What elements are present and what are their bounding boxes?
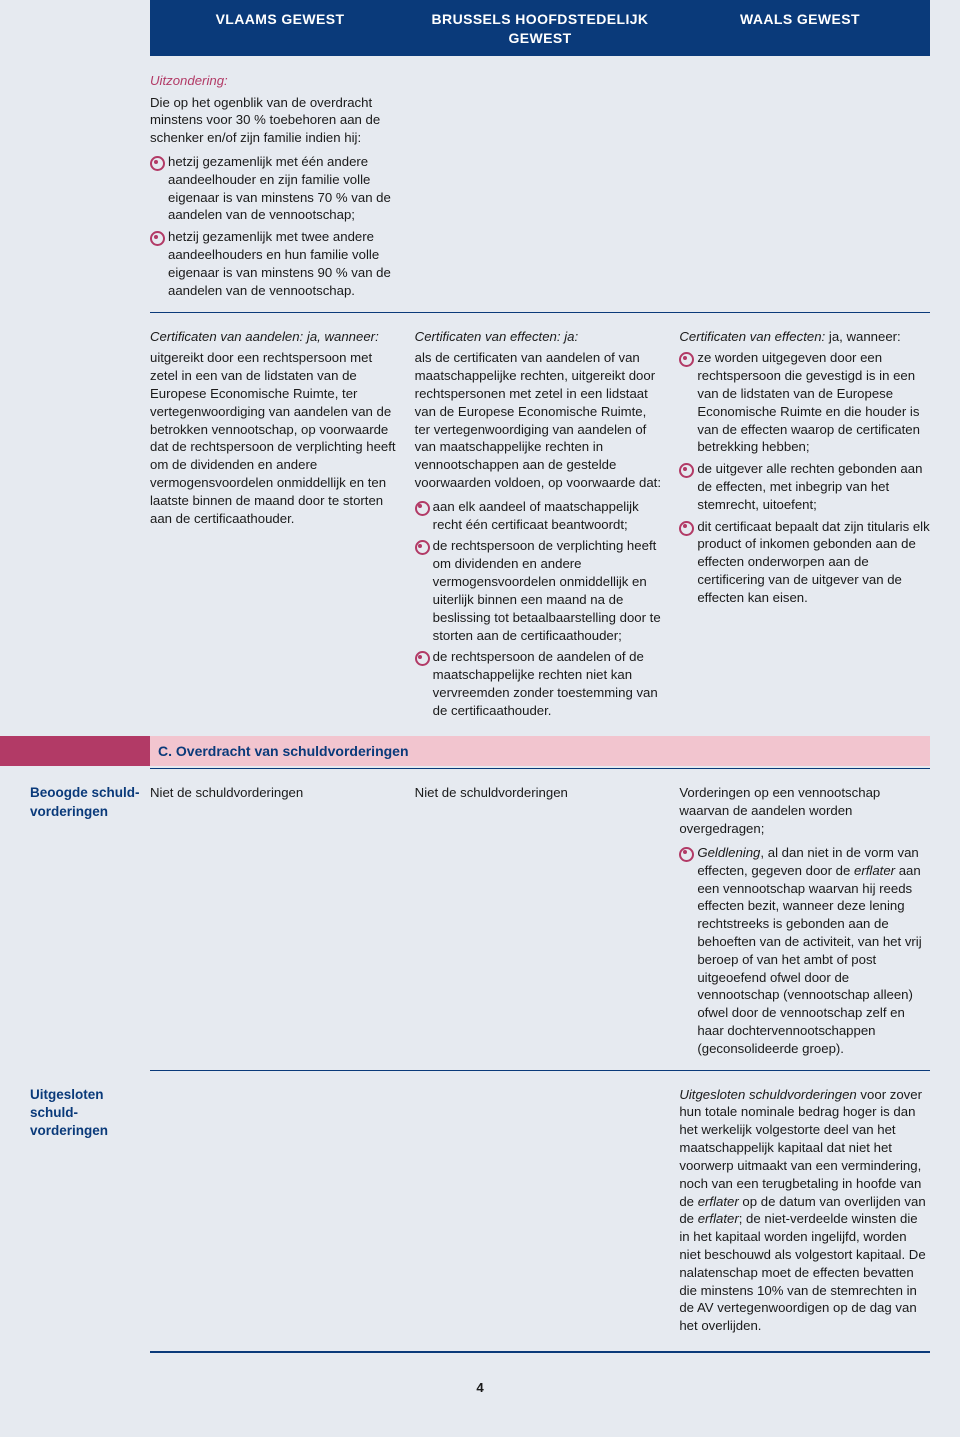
lead-empty-2 (30, 322, 150, 730)
lead-uitgesloten: Uitgesloten schuld­vorderingen (30, 1080, 150, 1347)
section-c-stub (30, 736, 150, 767)
sep-row-3 (30, 1068, 930, 1080)
lead-beoogde: Beoogde schuld­vorderingen (30, 778, 150, 1067)
uitg-em1: Uitgesloten schuldvorderingen (679, 1087, 856, 1102)
page: VLAAMS GEWEST BRUSSELS HOOFDSTEDELIJK GE… (0, 0, 960, 1397)
uitg-em2: erflater (698, 1194, 739, 1209)
section-c-band: C. Overdracht van schuldvorderingen (30, 736, 930, 767)
header-brussel: BRUSSELS HOOFDSTEDELIJK GEWEST (410, 0, 670, 56)
uitg-c2 (415, 1080, 680, 1347)
lead-empty-1 (30, 66, 150, 310)
cert-title-c3-suffix: ja, wanneer: (825, 329, 901, 344)
row-uitzondering: Uitzondering: Die op het ogenblik van de… (30, 66, 930, 310)
exception-bullets: hetzij gezamenlijk met één andere aandee… (150, 153, 401, 300)
cert-bullets-c3: ze worden uitgegeven door een rechtspers… (679, 349, 930, 606)
list-item: ze worden uitgegeven door een rechtspers… (679, 349, 930, 456)
header-waals: WAALS GEWEST (670, 0, 930, 56)
list-item: hetzij gezamenlijk met één andere aandee… (150, 153, 401, 224)
header-lead-spacer (30, 0, 150, 56)
beoogde-c2: Niet de schuldvorderingen (415, 778, 680, 1067)
exception-intro: Die op het ogenblik van de overdracht mi… (150, 94, 401, 147)
uitg-p1: voor zover hun totale nominale bedrag ho… (679, 1087, 922, 1209)
page-number: 4 (30, 1379, 930, 1397)
sep-row-1 (30, 310, 930, 322)
beoogde-c1: Niet de schuldvorderingen (150, 778, 415, 1067)
uitg-c3-text: Uitgesloten schuldvorderingen voor zover… (679, 1086, 930, 1335)
beoogde-em-geldlening: Geldlening (697, 845, 760, 860)
beoogde-c3: Vorderingen op een vennootschap waarvan … (679, 778, 930, 1067)
sep-row-2 (30, 766, 930, 778)
cert-text-c1: uitgereikt door een rechtspersoon met ze… (150, 349, 401, 527)
list-item: hetzij gezamenlijk met twee andere aande… (150, 228, 401, 299)
col3-certificaten: Certificaten van effecten: ja, wanneer: … (679, 322, 930, 730)
uitg-c3: Uitgesloten schuldvorderingen voor zover… (679, 1080, 930, 1347)
beoogde-c3-intro: Vorderingen op een vennootschap waarvan … (679, 784, 930, 837)
header-vlaams: VLAAMS GEWEST (150, 0, 410, 56)
cert-intro-c2: als de certificaten van aandelen of van … (415, 349, 666, 492)
row-beoogde: Beoogde schuld­vorderingen Niet de schul… (30, 778, 930, 1067)
list-item: aan elk aandeel of maatschappelijk recht… (415, 498, 666, 534)
list-item: de rechtspersoon de aandelen of de maats… (415, 648, 666, 719)
beoogde-tail: aan een vennootschap waarvan hij reeds e… (697, 863, 921, 1056)
exception-label: Uitzondering: (150, 72, 401, 90)
col2-certificaten: Certificaten van effecten: ja: als de ce… (415, 322, 680, 730)
list-item: Geldlening, al dan niet in de vorm van e… (679, 844, 930, 1058)
region-header-row: VLAAMS GEWEST BRUSSELS HOOFDSTEDELIJK GE… (30, 0, 930, 56)
beoogde-c3-list: Geldlening, al dan niet in de vorm van e… (679, 844, 930, 1058)
row-certificaten: Certificaten van aandelen: ja, wanneer: … (30, 322, 930, 730)
beoogde-em-erflater: erflater (854, 863, 895, 878)
cert-bullets-c2: aan elk aandeel of maatschappelijk recht… (415, 498, 666, 720)
cert-title-c3: Certificaten van effecten: ja, wanneer: (679, 328, 930, 346)
uitg-c1 (150, 1080, 415, 1347)
cert-title-c1: Certificaten van aandelen: ja, wanneer: (150, 328, 401, 346)
col3-empty (679, 66, 930, 310)
cert-title-c2: Certificaten van effecten: ja: (415, 328, 666, 346)
list-item: de rechtspersoon de verplichting heeft o… (415, 537, 666, 644)
section-c-title: C. Overdracht van schuldvorderingen (150, 736, 930, 767)
uitg-p3: ; de niet-verdeelde winsten die in het k… (679, 1211, 925, 1333)
row-uitgesloten: Uitgesloten schuld­vorderingen Uitgeslot… (30, 1080, 930, 1347)
col1-certificaten: Certificaten van aandelen: ja, wanneer: … (150, 322, 415, 730)
cert-title-c3-prefix: Certificaten van effecten: (679, 329, 825, 344)
col2-empty (415, 66, 680, 310)
col1-uitzondering: Uitzondering: Die op het ogenblik van de… (150, 66, 415, 310)
list-item: dit certificaat bepaalt dat zijn titular… (679, 518, 930, 607)
sep-row-4 (30, 1347, 930, 1359)
list-item: de uitgever alle rechten gebonden aan de… (679, 460, 930, 513)
uitg-em3: erflater (698, 1211, 739, 1226)
